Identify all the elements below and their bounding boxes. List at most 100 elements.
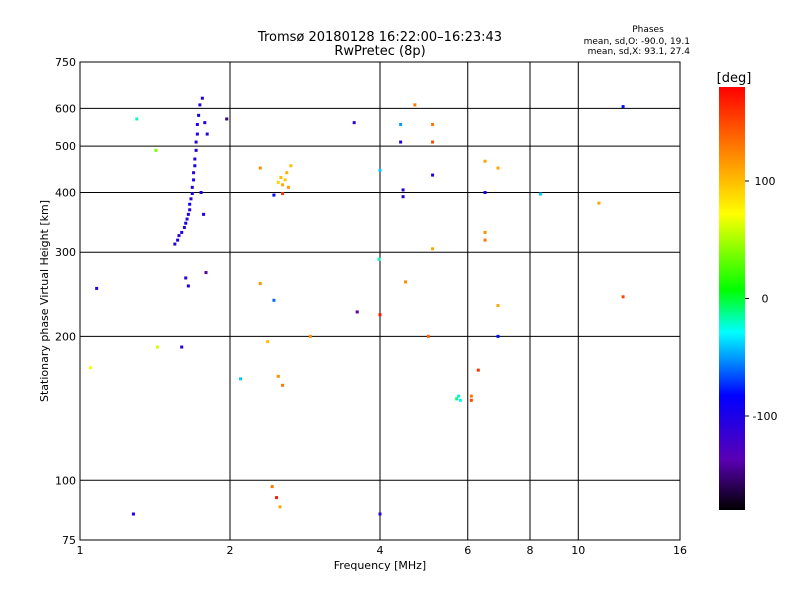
data-point (496, 166, 500, 170)
data-point (154, 148, 158, 152)
colorbar-tick-label: 100 (755, 175, 776, 188)
x-tick-labels: 1 2 4 6 8 10 16 (77, 544, 688, 557)
data-point (413, 103, 417, 107)
data-point (188, 202, 192, 206)
data-point (403, 280, 407, 284)
data-point (180, 345, 184, 349)
colorbar (719, 87, 745, 510)
y-tick-label: 75 (62, 534, 76, 547)
colorbar-tick-label: 0 (762, 293, 769, 306)
data-points (89, 96, 625, 516)
data-point (597, 201, 601, 205)
data-point (276, 374, 280, 378)
data-point (281, 383, 285, 387)
data-point (399, 123, 403, 127)
data-point (176, 238, 180, 242)
y-axis-label: Stationary phase Virtual Height [km] (38, 200, 51, 402)
data-point (308, 334, 312, 338)
data-point (182, 225, 186, 229)
data-point (95, 286, 99, 290)
data-point (431, 173, 435, 177)
data-point (278, 505, 282, 509)
data-point (469, 394, 473, 398)
data-point (281, 192, 285, 196)
chart-title: Tromsø 20180128 16:22:00–16:23:43 (257, 30, 502, 45)
colorbar-ticks: 100 0 -100 (745, 175, 777, 423)
data-point (378, 512, 382, 516)
plot-frame (79, 61, 681, 541)
data-point (131, 512, 135, 516)
y-tick-label: 300 (55, 246, 76, 259)
data-point (289, 164, 293, 168)
x-tick-label: 6 (464, 544, 471, 557)
data-point (431, 123, 435, 127)
data-point (192, 178, 196, 182)
y-tick-label: 200 (55, 330, 76, 343)
data-point (203, 121, 207, 125)
data-point (239, 377, 243, 381)
data-point (198, 103, 202, 107)
x-axis-label: Frequency [MHz] (334, 559, 426, 572)
data-point (483, 159, 487, 163)
x-tick-label: 4 (377, 544, 384, 557)
data-point (275, 496, 279, 500)
data-point (496, 334, 500, 338)
data-point (195, 123, 199, 127)
data-point (180, 230, 184, 234)
data-point (496, 304, 500, 308)
data-point (457, 394, 461, 398)
data-point (173, 242, 177, 246)
data-point (225, 117, 229, 121)
data-point (401, 188, 405, 192)
data-point (469, 398, 473, 402)
y-tick-label: 400 (55, 186, 76, 199)
data-point (258, 166, 262, 170)
grid (80, 62, 680, 540)
data-point (355, 310, 359, 314)
data-point (352, 121, 356, 125)
data-point (258, 282, 262, 286)
data-point (426, 334, 430, 338)
data-point (431, 247, 435, 251)
data-point (285, 171, 289, 175)
data-point (193, 157, 197, 161)
data-point (135, 117, 139, 121)
data-point (431, 140, 435, 144)
data-point (185, 217, 189, 221)
data-point (177, 234, 181, 238)
data-point (193, 164, 197, 168)
data-point (190, 192, 194, 196)
x-tick-label: 10 (571, 544, 585, 557)
data-point (283, 178, 287, 182)
data-point (192, 171, 196, 175)
phases-o-line: mean, sd,O: -90.0, 19.1 (584, 37, 690, 47)
data-point (378, 168, 382, 172)
data-point (483, 238, 487, 242)
data-point (184, 276, 188, 280)
data-point (155, 345, 159, 349)
data-point (190, 185, 194, 189)
data-point (279, 175, 283, 179)
data-point (399, 140, 403, 144)
data-point (276, 180, 280, 184)
data-point (194, 140, 198, 144)
x-tick-label: 2 (227, 544, 234, 557)
y-tick-labels: 75 100 200 300 400 500 600 750 (55, 56, 76, 547)
data-point (202, 212, 206, 216)
data-point (205, 132, 209, 136)
data-point (186, 284, 190, 288)
data-point (197, 113, 201, 117)
data-point (476, 368, 480, 372)
y-tick-label: 750 (55, 56, 76, 69)
data-point (378, 313, 382, 317)
chart-subtitle: RwPretec (8p) (334, 44, 425, 59)
data-point (270, 485, 274, 489)
data-point (199, 190, 203, 194)
data-point (539, 192, 543, 196)
data-point (483, 230, 487, 234)
y-tick-label: 500 (55, 140, 76, 153)
y-tick-label: 100 (55, 474, 76, 487)
data-point (286, 185, 290, 189)
colorbar-tick-label: -100 (753, 410, 778, 423)
